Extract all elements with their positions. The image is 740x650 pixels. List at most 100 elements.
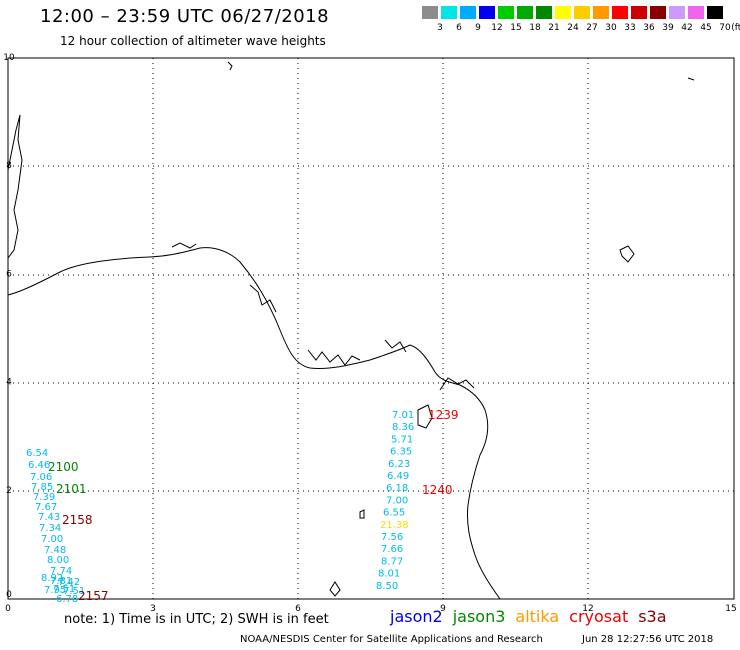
track-time-label: 2158 <box>62 513 93 527</box>
swh-value-label: 7.67 <box>35 502 57 513</box>
swh-value-label: 8.01 <box>378 569 400 580</box>
swh-value-label: 7.48 <box>44 545 66 556</box>
colorbar-swatch <box>688 6 704 19</box>
colorbar-tick-label: 3 <box>437 23 443 33</box>
y-axis-ticks: 0 2 4 6 8 10 <box>3 53 15 600</box>
x-tick-label: 3 <box>150 604 156 614</box>
y-tick-label: 4 <box>6 378 12 388</box>
coastline <box>7 61 695 600</box>
x-tick-label: 15 <box>725 604 736 614</box>
swh-value-label: 6.54 <box>26 448 48 459</box>
legend-entry-s3a: s3a <box>638 607 667 626</box>
swh-value-label: 7.74 <box>50 566 72 577</box>
colorbar-tick-label: 18 <box>529 23 541 33</box>
y-tick-label: 6 <box>6 269 12 279</box>
colorbar-swatch <box>669 6 685 19</box>
colorbar-tick-label: 33 <box>624 23 636 33</box>
colorbar-swatch <box>593 6 609 19</box>
colorbar-swatch <box>574 6 590 19</box>
x-tick-label: 6 <box>295 604 301 614</box>
colorbar-tick-label: 30 <box>605 23 617 33</box>
generation-timestamp: Jun 28 12:27:56 UTC 2018 <box>582 634 714 645</box>
swh-value-label: 8.00 <box>47 555 69 566</box>
colorbar-tick-label: 27 <box>586 23 598 33</box>
colorbar-tick-label: 6 <box>456 23 462 33</box>
swh-value-label: 7.00 <box>386 495 408 506</box>
swh-value-label: 7.81 <box>50 576 72 587</box>
colorbar-tick-label: 21 <box>548 23 560 33</box>
x-tick-label: 0 <box>5 604 11 614</box>
swh-value-label: 7.39 <box>33 492 55 503</box>
colorbar-swatch <box>536 6 552 19</box>
swh-value-label: 8.50 <box>376 581 398 592</box>
colorbar-swatch <box>441 6 457 19</box>
swh-value-label: 7.56 <box>381 532 403 543</box>
swh-value-label: 7.66 <box>381 544 403 555</box>
legend-entry-cryosat: cryosat <box>569 607 629 626</box>
credit-line: NOAA/NESDIS Center for Satellite Applica… <box>240 634 543 645</box>
swh-value-label: 7.00 <box>41 534 63 545</box>
altimeter-tracks: 6.546.467.067.857.397.677.437.347.007.48… <box>26 408 459 605</box>
map-grid <box>8 58 734 599</box>
colorbar-swatch <box>498 6 514 19</box>
colorbar-tick-label: 45 <box>700 23 712 33</box>
swh-value-label: 7.43 <box>38 512 60 523</box>
y-tick-label: 0 <box>6 590 12 600</box>
colorbar-swatch <box>555 6 571 19</box>
y-tick-label: 8 <box>6 161 12 171</box>
swh-value-label: 6.55 <box>383 508 405 519</box>
swh-value-label: 6.23 <box>388 459 410 470</box>
swh-value-label: 6.46 <box>28 460 50 471</box>
track-time-label: 2157 <box>78 589 109 603</box>
y-tick-label: 10 <box>3 53 15 63</box>
swh-value-label: 21.38 <box>380 520 409 531</box>
colorbar-tick-label: 12 <box>491 23 503 33</box>
colorbar-swatch <box>460 6 476 19</box>
swh-value-label: 6.18 <box>386 483 408 494</box>
colorbar-swatch <box>707 6 723 19</box>
swh-value-label: 8.77 <box>381 556 403 567</box>
swh-value-label: 8.36 <box>392 422 414 433</box>
y-tick-label: 2 <box>6 486 12 496</box>
colorbar-tick-label: 39 <box>662 23 674 33</box>
colorbar-tick-label: 9 <box>475 23 481 33</box>
swh-value-label: 7.34 <box>39 523 61 534</box>
track-time-label: 2100 <box>48 460 79 474</box>
x-tick-label: 9 <box>440 604 446 614</box>
x-axis-ticks: 0 3 6 9 12 15 <box>5 604 737 614</box>
swh-value-label: 6.35 <box>390 447 412 458</box>
colorbar-tick-label: 70 <box>719 23 731 33</box>
swh-value-label: 7.51 <box>53 584 75 595</box>
swh-value-label: 7.01 <box>392 410 414 421</box>
swh-value-label: 7.42 <box>58 577 80 588</box>
plot-frame <box>7 57 735 600</box>
satellite-legend: jason2 jason3 altika cryosat s3a <box>390 607 677 626</box>
swh-value-label: 7.06 <box>30 472 52 483</box>
swh-value-label: 7.95 <box>44 585 66 596</box>
legend-entry-jason2: jason2 <box>390 607 443 626</box>
colorbar-tick-label: 15 <box>510 23 522 33</box>
footer-note: note: 1) Time is in UTC; 2) SWH is in fe… <box>64 612 329 627</box>
swh-value-label: 6.49 <box>387 471 409 482</box>
colorbar-tick-label: 36 <box>643 23 655 33</box>
colorbar-swatch <box>422 6 438 19</box>
track-time-label: 2101 <box>56 482 87 496</box>
map-subtitle: 12 hour collection of altimeter wave hei… <box>60 34 326 48</box>
track-time-label: 1240 <box>422 483 453 497</box>
track-time-label: 1239 <box>428 408 459 422</box>
colorbar-swatch <box>612 6 628 19</box>
x-tick-label: 12 <box>582 604 593 614</box>
colorbar-tick-label: 42 <box>681 23 693 33</box>
legend-entry-jason3: jason3 <box>452 607 506 626</box>
colorbar-tick-label: 24 <box>567 23 579 33</box>
colorbar-swatch <box>631 6 647 19</box>
swh-value-label: 7.85 <box>31 482 53 493</box>
colorbar-swatch <box>479 6 495 19</box>
colorbar-unit: (ft) <box>731 23 740 33</box>
swh-value-label: 5.71 <box>391 434 413 445</box>
colorbar-swatch <box>650 6 666 19</box>
legend-entry-altika: altika <box>515 607 560 626</box>
swh-value-label: 6.78 <box>56 594 78 605</box>
map-title: 12:00 – 23:59 UTC 06/27/2018 <box>40 6 330 27</box>
